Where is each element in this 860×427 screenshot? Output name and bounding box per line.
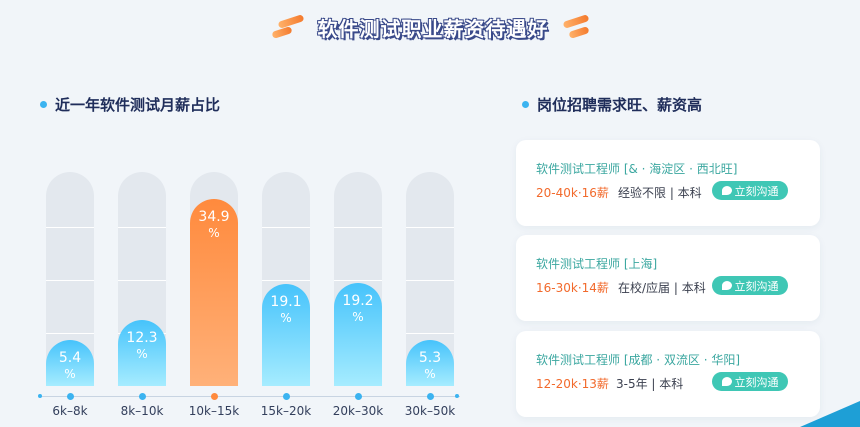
gridline: [118, 227, 166, 228]
bar-value-label: 5.4: [58, 350, 82, 366]
gridline: [46, 227, 94, 228]
bar-unit-label: %: [136, 347, 148, 362]
bar-unit-label: %: [424, 367, 436, 381]
gridline: [406, 227, 454, 228]
x-tick-label: 10k–15k: [188, 404, 240, 418]
bar-unit-label: %: [280, 310, 292, 325]
chat-bubble-icon: [721, 281, 732, 290]
page-title: 软件测试职业薪资待遇好: [317, 16, 549, 41]
gridline: [262, 280, 310, 281]
job-title: 软件测试工程师 [上海]: [536, 257, 658, 271]
jobs-heading-text: 岗位招聘需求旺、薪资高: [537, 96, 703, 114]
bar-track: 12.3%: [118, 172, 166, 386]
x-tick-label: 20k–30k: [332, 404, 384, 418]
job-requirements: 经验不限 | 本科: [618, 186, 702, 200]
job-title: 软件测试工程师 [成都 · 双流区 · 华阳]: [536, 353, 741, 367]
x-tick-label: 6k–8k: [52, 404, 88, 418]
corner-decoration: [800, 401, 860, 427]
chat-bubble-icon: [721, 377, 732, 386]
bar-track: 5.4%: [46, 172, 94, 386]
contact-now-button[interactable]: 立刻沟通: [712, 181, 788, 200]
axis-tick-dot: [426, 393, 434, 400]
contact-now-button[interactable]: 立刻沟通: [712, 276, 788, 295]
bar: 19.1%: [262, 283, 310, 386]
job-title: 软件测试工程师 [& · 海淀区 · 西北旺]: [536, 162, 738, 176]
bar-track: 19.2%: [334, 172, 382, 386]
contact-now-label: 立刻沟通: [734, 279, 779, 293]
salary-chart-heading-text: 近一年软件测试月薪占比: [55, 96, 221, 114]
axis-tick-dot: [282, 393, 290, 400]
chat-bubble-icon: [721, 186, 732, 195]
bar-value-label: 34.9: [198, 209, 230, 226]
contact-now-button[interactable]: 立刻沟通: [712, 372, 788, 391]
title-decoration-right: [562, 14, 590, 39]
job-card[interactable]: 软件测试工程师 [上海] 16-30k·14薪 在校/应届 | 本科 立刻沟通: [516, 235, 820, 321]
x-axis-end-dot: [455, 394, 459, 398]
gridline: [406, 333, 454, 334]
bar-value-label: 19.2: [342, 293, 374, 310]
bar: 12.3%: [118, 320, 166, 386]
salary-chart-heading: 近一年软件测试月薪占比: [40, 94, 220, 115]
bar-unit-label: %: [64, 367, 76, 381]
bar-track: 19.1%: [262, 172, 310, 386]
bar-track: 34.9%: [190, 172, 238, 386]
job-requirements: 在校/应届 | 本科: [618, 281, 706, 295]
bullet-dot-icon: [522, 101, 529, 108]
gridline: [262, 227, 310, 228]
bar: 34.9%: [190, 199, 238, 386]
contact-now-label: 立刻沟通: [734, 184, 779, 198]
gridline: [118, 280, 166, 281]
x-axis-start-dot: [38, 394, 42, 398]
bar-value-label: 5.3: [418, 350, 442, 366]
axis-tick-dot: [66, 393, 74, 400]
title-banner: 软件测试职业薪资待遇好: [0, 10, 860, 44]
x-tick-label: 30k–50k: [404, 404, 456, 418]
bar-value-label: 19.1: [270, 293, 302, 310]
axis-tick-dot: [354, 393, 362, 400]
bar-unit-label: %: [208, 226, 220, 241]
bar-unit-label: %: [352, 310, 364, 325]
job-card[interactable]: 软件测试工程师 [& · 海淀区 · 西北旺] 20-40k·16薪 经验不限 | …: [516, 140, 820, 226]
contact-now-label: 立刻沟通: [734, 375, 779, 389]
gridline: [46, 280, 94, 281]
x-tick-label: 15k–20k: [260, 404, 312, 418]
jobs-heading: 岗位招聘需求旺、薪资高: [522, 94, 702, 115]
gridline: [334, 227, 382, 228]
axis-tick-dot: [210, 393, 218, 400]
job-requirements: 3-5年 | 本科: [616, 377, 684, 391]
bar: 5.3%: [406, 340, 454, 386]
gridline: [406, 280, 454, 281]
x-tick-label: 8k–10k: [120, 404, 164, 418]
bar-value-label: 12.3: [126, 330, 158, 347]
bullet-dot-icon: [40, 101, 47, 108]
job-salary: 16-30k·14薪: [536, 281, 609, 295]
x-axis-line: [40, 396, 460, 397]
job-salary: 12-20k·13薪: [536, 377, 609, 391]
job-card[interactable]: 软件测试工程师 [成都 · 双流区 · 华阳] 12-20k·13薪 3-5年 | …: [516, 331, 820, 417]
bar: 5.4%: [46, 340, 94, 386]
bar: 19.2%: [334, 283, 382, 386]
bar-track: 5.3%: [406, 172, 454, 386]
salary-bar-chart: 5.4% 6k–8k 12.3% 8k–10k 34.9% 10k–15k 19.1% 15k…: [38, 172, 460, 418]
gridline: [334, 280, 382, 281]
job-salary: 20-40k·16薪: [536, 186, 609, 200]
axis-tick-dot: [138, 393, 146, 400]
gridline: [46, 333, 94, 334]
